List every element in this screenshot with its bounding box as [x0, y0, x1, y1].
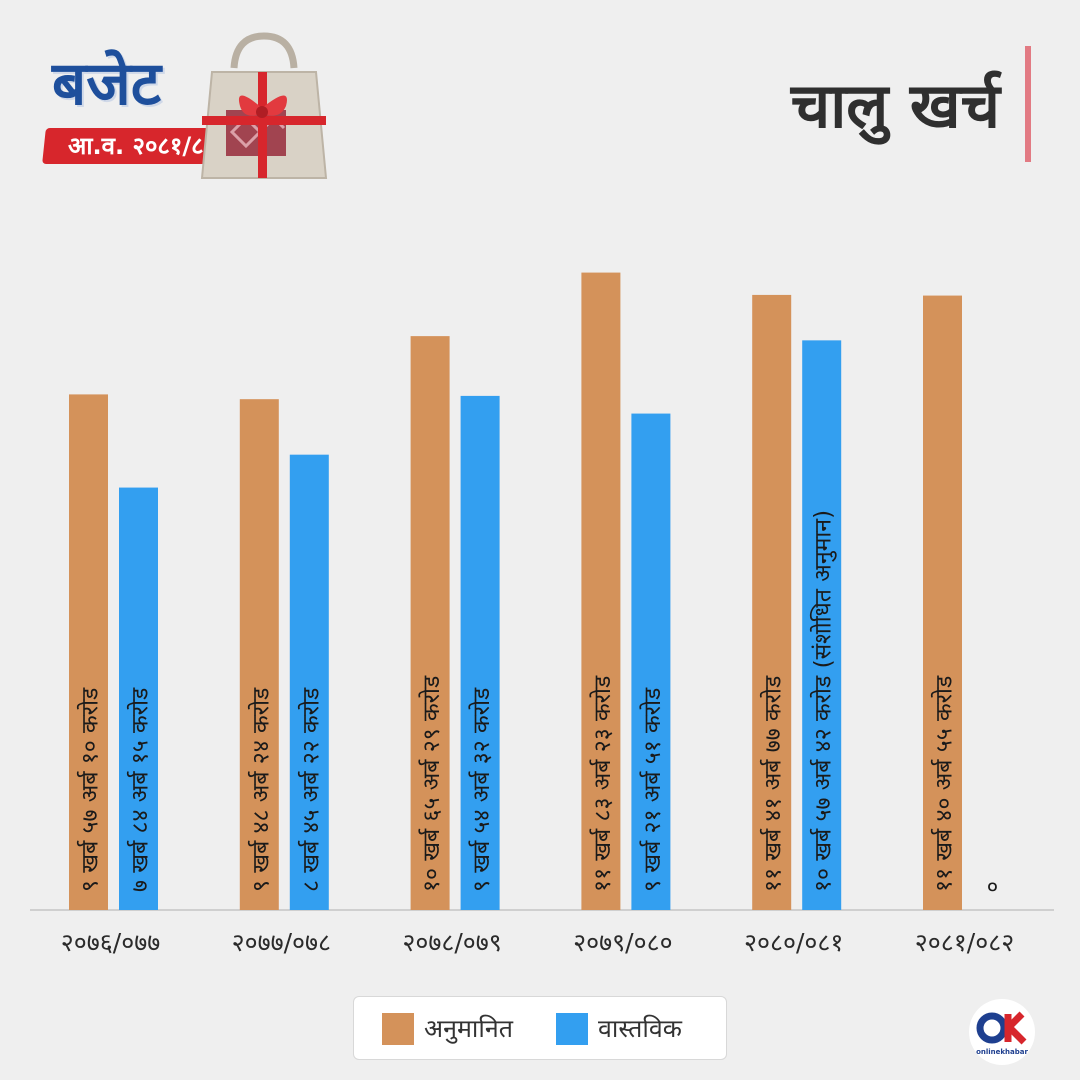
bar-actual — [631, 413, 671, 910]
data-label-actual: ९ खर्ब २१ अर्ब ५१ करोड — [639, 687, 666, 892]
data-label-estimated: ११ खर्ब ४१ अर्ब ७७ करोड — [760, 675, 787, 892]
x-tick-label: २०८०/०८१ — [744, 928, 843, 957]
bar-actual — [119, 487, 158, 910]
x-tick-label: २०७६/०७७ — [61, 928, 160, 957]
data-label-estimated: १० खर्ब ६५ अर्ब २९ करोड — [418, 675, 445, 892]
x-tick-label: २०७९/०८० — [573, 928, 672, 957]
data-label-estimated: ९ खर्ब ४८ अर्ब २४ करोड — [247, 687, 274, 892]
data-label-estimated: ११ खर्ब ८३ अर्ब २३ करोड — [589, 675, 616, 892]
bar-estimated — [239, 399, 279, 910]
bar-estimated — [923, 295, 962, 910]
data-label-actual: ८ खर्ब ४५ अर्ब २२ करोड — [297, 687, 324, 892]
budget-logo: बजेट आ.व. २०८१/८२ — [42, 32, 334, 190]
data-label-estimated: ९ खर्ब ५७ अर्ब १० करोड — [77, 687, 104, 892]
x-tick-label: २०७७/०७८ — [232, 928, 331, 957]
onlinekhabar-logo: onlinekhabar — [969, 999, 1035, 1065]
data-label-actual: ० — [987, 875, 998, 900]
logo-year: आ.व. २०८१/८२ — [68, 132, 217, 160]
bar-actual — [289, 454, 329, 910]
legend: अनुमानित वास्तविक — [353, 996, 727, 1060]
legend-swatch-estimated — [382, 1013, 414, 1045]
legend-label-estimated: अनुमानित — [424, 1014, 514, 1043]
legend-label-actual: वास्तविक — [598, 1014, 682, 1043]
title-divider — [1025, 46, 1031, 162]
bar-estimated — [410, 336, 450, 910]
page-title: चालु खर्च — [790, 69, 1000, 142]
data-label-actual: ७ खर्ब ८४ अर्ब १५ करोड — [127, 687, 154, 892]
svg-text:onlinekhabar: onlinekhabar — [976, 1048, 1028, 1056]
data-label-estimated: ११ खर्ब ४० अर्ब ५५ करोड — [931, 675, 958, 892]
gift-bag-icon — [200, 32, 328, 179]
bar-estimated — [752, 294, 792, 910]
bar-estimated — [581, 272, 621, 911]
x-tick-label: २०८१/०८२ — [915, 928, 1014, 957]
bar-estimated — [69, 394, 108, 910]
data-label-actual: १० खर्ब ५७ अर्ब ४२ करोड (संशोधित अनुमान) — [810, 510, 838, 892]
legend-swatch-actual — [556, 1013, 588, 1045]
bar-actual — [802, 340, 842, 910]
logo-title: बजेट — [52, 49, 162, 119]
data-label-actual: ९ खर्ब ५४ अर्ब ३२ करोड — [468, 687, 495, 892]
bar-actual — [460, 395, 500, 911]
x-tick-label: २०७८/०७९ — [402, 928, 501, 957]
